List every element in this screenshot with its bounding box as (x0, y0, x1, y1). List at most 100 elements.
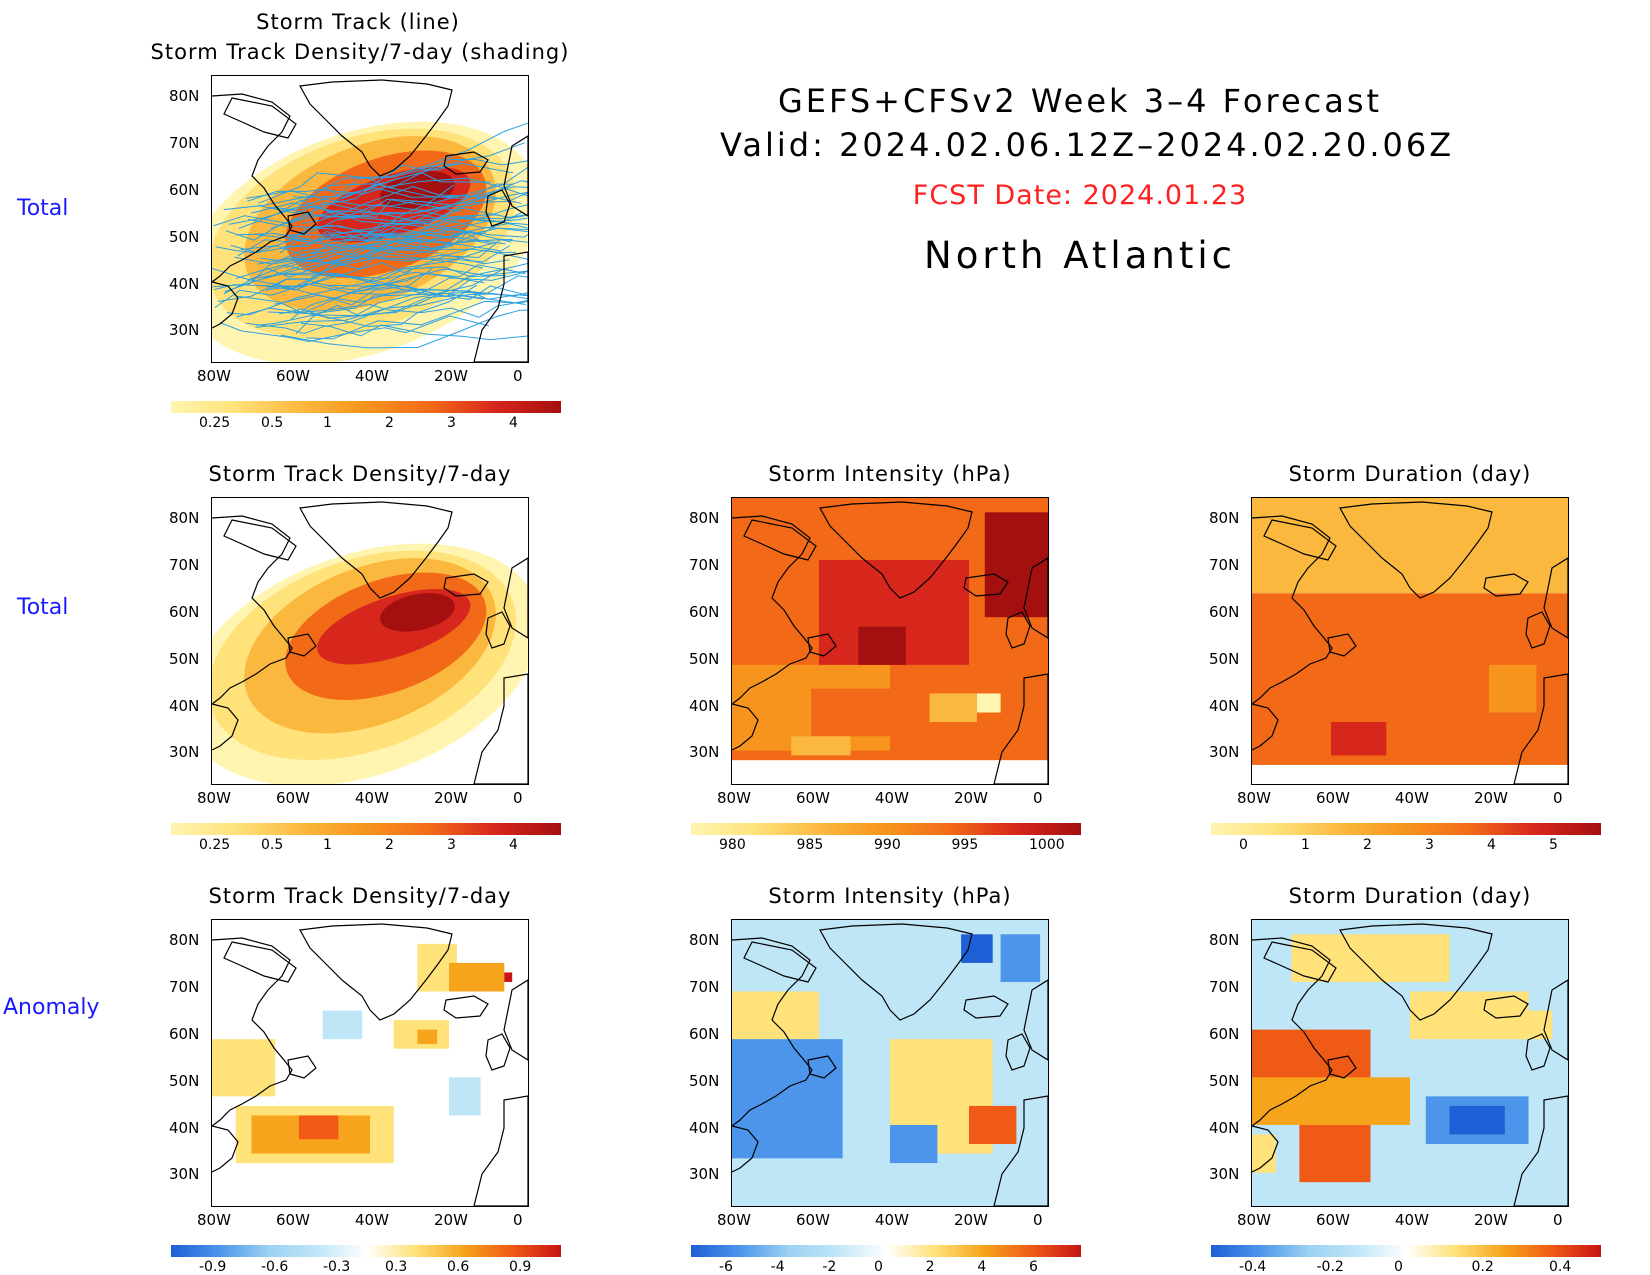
colorbar-label: 0.25 (199, 415, 231, 431)
lon-tick-label: 0 (513, 789, 523, 807)
coastline (223, 941, 297, 983)
lat-tick-label: 30N (169, 743, 200, 762)
colorbar-label: 4 (509, 837, 518, 853)
lon-tick-label: 20W (434, 789, 468, 807)
map-canvas (1252, 920, 1568, 1206)
coastline (287, 1055, 317, 1079)
intensity-cell (858, 626, 906, 665)
storm-track-line (274, 288, 528, 305)
storm-track-line (267, 291, 528, 315)
anom-intensity-cell (732, 991, 819, 1049)
row-label-anomaly: Anomaly (3, 995, 100, 1020)
colorbar-label: 2 (385, 837, 394, 853)
lon-tick-label: 0 (513, 1211, 523, 1229)
coastline (473, 251, 528, 362)
anom-duration-cell (1252, 1134, 1276, 1173)
panel7-map (1251, 919, 1569, 1207)
lon-tick-label: 20W (434, 367, 468, 385)
storm-track-line (291, 219, 528, 266)
lat-tick-label: 70N (169, 133, 200, 152)
colorbar-label: 1 (323, 415, 332, 431)
lon-tick-label: 20W (1474, 789, 1508, 807)
anom-density-cell (417, 1029, 438, 1044)
coastline (1263, 941, 1337, 983)
intensity-cell (811, 688, 950, 737)
coastline (1513, 673, 1568, 784)
coastline (443, 995, 489, 1019)
lat-tick-label: 30N (169, 1165, 200, 1184)
coastline (993, 673, 1048, 784)
intensity-cell (791, 736, 851, 756)
anom-density-cell (322, 1010, 363, 1040)
anom-duration-cell (1252, 1077, 1410, 1125)
map-canvas (212, 923, 528, 1206)
coastline (1023, 557, 1048, 639)
coastline (212, 703, 239, 751)
density-level-4 (380, 593, 455, 632)
anom-density-cell (212, 1039, 276, 1097)
lat-tick-label: 50N (169, 649, 200, 668)
colorbar-label: 4 (977, 1259, 987, 1275)
storm-track-line (295, 270, 528, 335)
coastline (819, 501, 973, 599)
coastline (1483, 995, 1529, 1019)
colorbar-label: 1 (1301, 837, 1310, 853)
panel3-title: Storm Intensity (hPa) (768, 462, 1012, 486)
panel2-title: Storm Track Density/7-day (208, 462, 512, 486)
lon-tick-label: 0 (513, 367, 523, 385)
anom-intensity-cell (890, 1124, 938, 1164)
lat-tick-label: 50N (169, 227, 200, 246)
lat-tick-label: 60N (169, 180, 200, 199)
lat-tick-label: 60N (169, 602, 200, 621)
panel3-map (731, 497, 1049, 785)
storm-track-line (281, 262, 528, 279)
lat-tick-label: 50N (1209, 649, 1240, 668)
lon-tick-label: 40W (355, 1211, 389, 1229)
colorbar-label: 3 (1425, 837, 1434, 853)
colorbar (691, 1245, 1081, 1257)
lon-tick-label: 0 (1553, 1211, 1563, 1229)
lat-tick-label: 50N (689, 1071, 720, 1090)
coastline (1005, 1033, 1031, 1071)
storm-track-line (248, 214, 528, 240)
colorbar-label: 0.4 (1549, 1259, 1572, 1275)
storm-track-line (237, 225, 453, 257)
anom-density-cell (449, 962, 505, 992)
lon-tick-label: 80W (1237, 1211, 1271, 1229)
storm-track-line (262, 183, 513, 280)
lat-tick-label: 30N (689, 1165, 720, 1184)
coastline (963, 573, 1009, 597)
forecast-valid-range: Valid: 2024.02.06.12Z–2024.02.20.06Z (720, 126, 1455, 164)
coastline (485, 1033, 511, 1071)
colorbar-label: 4 (1487, 837, 1496, 853)
anom-duration-cell (1449, 1105, 1505, 1135)
intensity-cell (976, 693, 1001, 713)
lat-tick-label: 70N (169, 977, 200, 996)
anom-intensity-cell (969, 1105, 1017, 1145)
colorbar-label: 0 (1394, 1259, 1403, 1275)
coastline (1327, 633, 1357, 657)
colorbar-label: 6 (1029, 1259, 1038, 1275)
intensity-cell (984, 512, 1048, 618)
storm-track-line (251, 180, 528, 214)
panel2-map (211, 497, 529, 785)
coastline (1339, 923, 1493, 1021)
lat-tick-label: 70N (689, 555, 720, 574)
duration-cell (1252, 498, 1568, 594)
coastline (1252, 1125, 1279, 1173)
lat-tick-label: 40N (169, 1118, 200, 1137)
coastline (473, 673, 528, 784)
lat-tick-label: 70N (1209, 977, 1240, 996)
storm-track-line (234, 232, 512, 265)
forecast-date: FCST Date: 2024.01.23 (912, 180, 1248, 211)
lat-tick-label: 40N (689, 1118, 720, 1137)
lon-tick-label: 60W (1316, 789, 1350, 807)
intensity-cell (929, 693, 977, 723)
panel7-title: Storm Duration (day) (1288, 884, 1532, 908)
colorbar-label: -4 (770, 1259, 785, 1275)
coastline (299, 501, 453, 599)
colorbar-label: -6 (719, 1259, 733, 1275)
coastline (1252, 937, 1333, 1127)
lon-tick-label: 80W (197, 367, 231, 385)
storm-track-line (214, 230, 471, 309)
